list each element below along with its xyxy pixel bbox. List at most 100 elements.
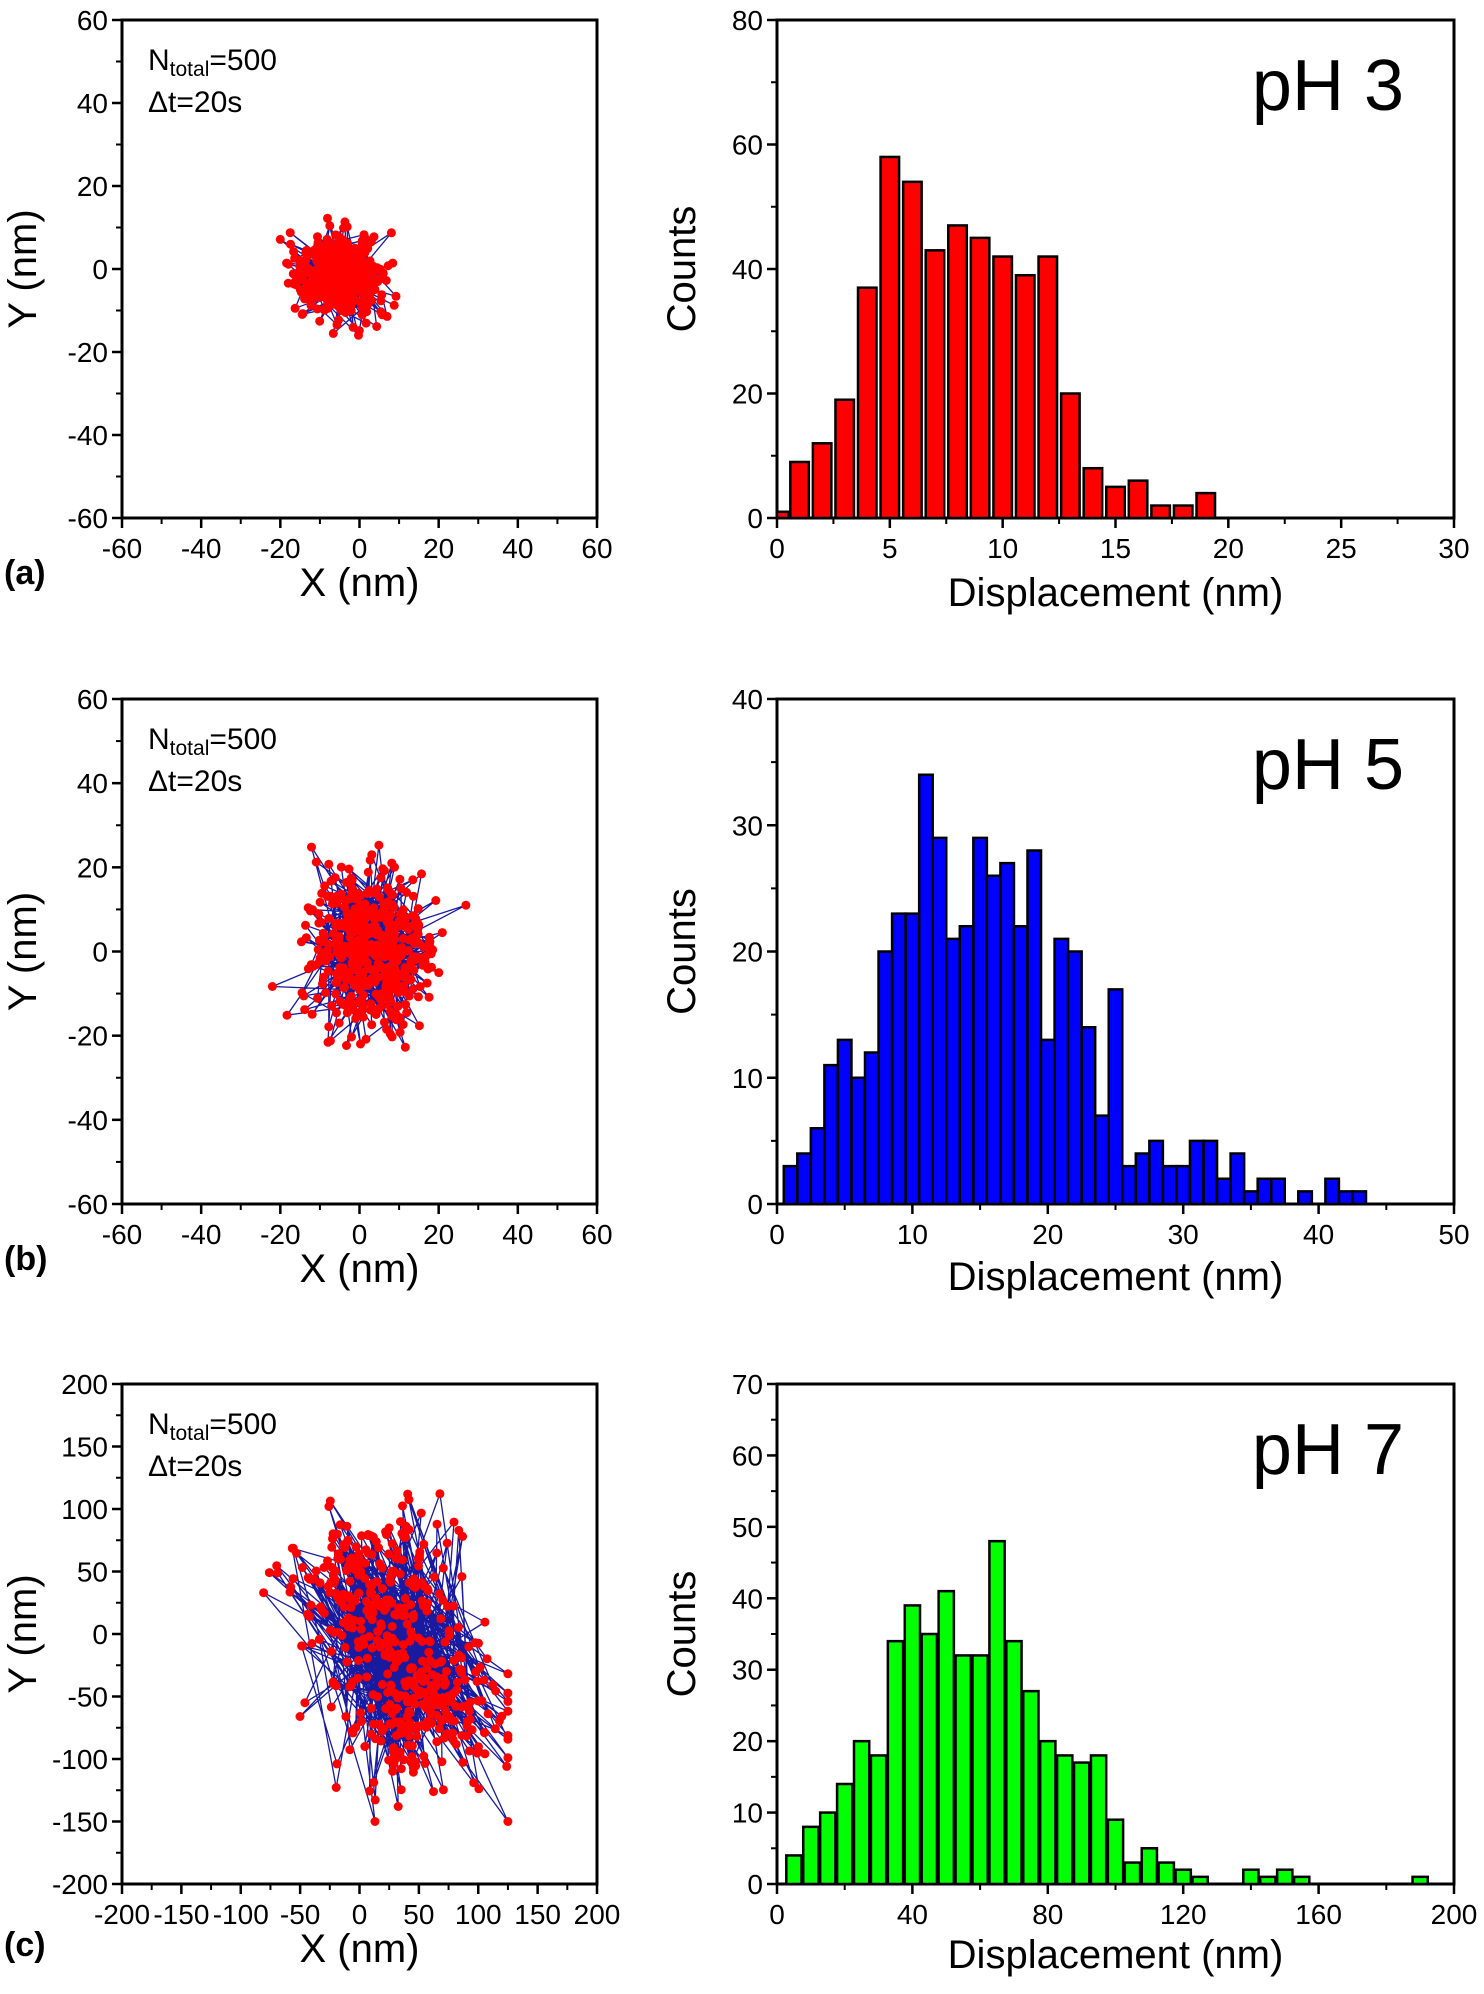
- trajectory-point: [284, 259, 293, 269]
- x-tick-label: 20: [1032, 1219, 1063, 1250]
- trajectory-point: [417, 1637, 427, 1646]
- histogram-bar: [1123, 1861, 1142, 1886]
- trajectory-point: [383, 885, 393, 895]
- trajectory-point: [386, 1006, 395, 1016]
- trajectory-point: [345, 1576, 355, 1586]
- trajectory-point: [490, 1724, 500, 1734]
- trajectory-point: [318, 979, 327, 989]
- trajectory-point: [503, 1696, 513, 1706]
- trajectory-point: [315, 316, 325, 326]
- y-tick-label: -100: [52, 1744, 108, 1775]
- chart-title: pH 5: [1252, 725, 1404, 805]
- trajectory-point: [324, 913, 334, 923]
- y-tick-label: -50: [68, 1682, 108, 1713]
- trajectory-point: [352, 888, 362, 898]
- trajectory-point: [315, 1578, 325, 1588]
- trajectory-point: [401, 1681, 411, 1691]
- trajectory-point: [400, 1691, 410, 1701]
- trajectory-point: [421, 951, 431, 961]
- trajectory-point: [285, 1587, 295, 1597]
- trajectory-point: [342, 999, 352, 1009]
- trajectory-point: [370, 1795, 380, 1805]
- trajectory-point: [337, 280, 346, 290]
- trajectory-point: [418, 1656, 427, 1666]
- trajectory-point: [397, 1528, 407, 1538]
- trajectory-point: [378, 1584, 387, 1593]
- trajectory-point: [477, 1696, 487, 1706]
- histogram-bar: [775, 510, 790, 520]
- trajectory-point: [424, 1647, 434, 1657]
- x-tick-label: 40: [897, 1899, 928, 1930]
- trajectory-point: [449, 1601, 459, 1611]
- trajectory-point: [398, 934, 408, 943]
- histogram-bar: [1148, 1139, 1165, 1206]
- trajectory-point: [379, 992, 389, 1002]
- trajectory-point: [416, 1667, 426, 1677]
- trajectory-point: [307, 281, 317, 291]
- trajectory-point: [341, 922, 351, 932]
- trajectory-point: [378, 1000, 388, 1010]
- trajectory-point: [429, 1689, 438, 1698]
- y-tick-label: 0: [747, 1869, 763, 1900]
- trajectory-point: [275, 234, 285, 244]
- trajectory-point: [311, 857, 321, 867]
- y-tick-label: -40: [68, 1105, 108, 1136]
- trajectory-point: [331, 1783, 341, 1792]
- histogram-bar: [809, 1127, 826, 1206]
- histogram-bar: [789, 460, 811, 520]
- histogram-bar: [1121, 1164, 1138, 1206]
- y-tick-label: 50: [732, 1512, 763, 1543]
- trajectory-point: [345, 943, 355, 953]
- x-tick-label: -60: [102, 1219, 142, 1250]
- y-axis-label: Y (nm): [1, 209, 45, 328]
- trajectory-point: [475, 1662, 485, 1672]
- trajectory-point: [385, 1575, 395, 1585]
- y-tick-label: 10: [732, 1798, 763, 1829]
- n-main: N: [148, 44, 170, 77]
- trajectory-point: [387, 1539, 397, 1549]
- trajectory-point: [503, 1669, 513, 1679]
- trajectory-point: [441, 1706, 450, 1716]
- histogram-bar: [917, 773, 934, 1206]
- trajectory-point: [413, 904, 423, 914]
- trajectory-point: [357, 253, 367, 263]
- trajectory-point: [408, 952, 418, 962]
- trajectory-point: [393, 1001, 403, 1011]
- trajectory-point: [391, 291, 401, 301]
- x-tick-label: 25: [1326, 533, 1357, 564]
- trajectory-point: [366, 1588, 376, 1598]
- trajectory-point: [414, 938, 423, 948]
- histogram-bar: [1258, 1875, 1277, 1886]
- histogram-bar: [879, 155, 901, 520]
- trajectory-point: [375, 264, 385, 274]
- trajectory-point: [396, 1717, 405, 1727]
- histogram-bar: [1337, 1190, 1354, 1206]
- y-tick-label: 0: [92, 254, 108, 285]
- trajectory-point: [335, 996, 345, 1006]
- trajectory-point: [347, 958, 357, 968]
- trajectory-point: [364, 1610, 374, 1620]
- trajectory-point: [392, 1546, 402, 1556]
- trajectory-point: [389, 902, 399, 912]
- trajectory-point: [300, 288, 310, 297]
- trajectory-point: [307, 1009, 317, 1019]
- histogram-bar: [836, 1038, 853, 1206]
- y-tick-label: 20: [732, 937, 763, 968]
- trajectory-point: [301, 933, 311, 943]
- trajectory-point: [327, 1001, 337, 1011]
- trajectory-point: [311, 271, 321, 281]
- histogram-bar: [1229, 1152, 1246, 1206]
- trajectory-point: [379, 905, 389, 915]
- trajectory-point: [332, 1008, 341, 1018]
- trajectory-point: [439, 1680, 449, 1690]
- dt-annotation: Δt=20s: [148, 1450, 242, 1483]
- trajectory-point: [480, 1749, 490, 1759]
- trajectory-point: [401, 1000, 411, 1009]
- trajectory-point: [367, 1550, 377, 1560]
- trajectory-point: [404, 991, 414, 1001]
- trajectory-point: [368, 1719, 378, 1729]
- trajectory-point: [472, 1676, 482, 1686]
- histogram-bar: [1089, 1754, 1108, 1886]
- trajectory-point: [389, 1759, 399, 1769]
- trajectory-point: [339, 260, 349, 270]
